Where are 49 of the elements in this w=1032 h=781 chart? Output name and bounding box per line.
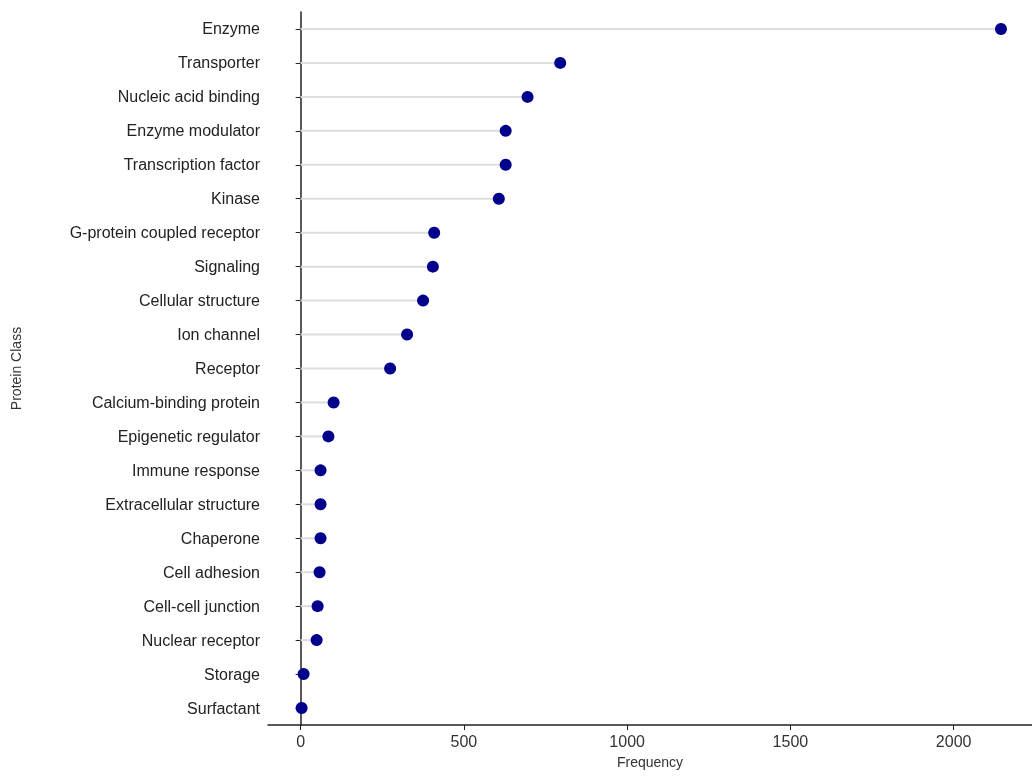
point	[499, 158, 512, 171]
y-tick-label: Immune response	[131, 461, 261, 479]
point	[314, 498, 327, 511]
y-tick-label: Transcription factor	[123, 156, 261, 174]
x-axis-title: Frequency	[616, 754, 684, 770]
y-tick-label: Kinase	[211, 190, 261, 208]
point	[499, 124, 512, 137]
point	[297, 668, 310, 681]
point	[995, 22, 1007, 35]
point	[384, 362, 397, 375]
point	[314, 464, 327, 477]
point	[521, 90, 534, 103]
point	[492, 192, 505, 205]
y-tick-label: Surfactant	[187, 699, 261, 717]
y-tick-label: Enzyme	[202, 20, 261, 38]
point	[417, 294, 430, 307]
point	[313, 566, 326, 579]
y-tick-label: Enzyme modulator	[126, 122, 261, 140]
y-tick-label: Ion channel	[177, 326, 260, 344]
point	[310, 634, 323, 647]
y-tick-label: Signaling	[194, 258, 260, 276]
x-tick-label: 1500	[772, 732, 809, 750]
y-tick-label: Epigenetic regulator	[117, 427, 261, 445]
point	[426, 260, 439, 273]
point	[401, 328, 414, 341]
x-tick-label: 0	[296, 732, 306, 750]
y-tick-label: Receptor	[195, 360, 261, 377]
y-tick-label: Transporter	[177, 54, 261, 72]
y-tick-label: Nucleic acid binding	[117, 88, 260, 106]
x-tick-label: 500	[450, 732, 478, 750]
x-tick-label: 2000	[935, 732, 972, 750]
point	[428, 226, 441, 239]
y-tick-label: Storage	[203, 665, 261, 683]
y-tick-label: Calcium-binding protein	[91, 393, 260, 411]
x-tick-label: 1000	[609, 732, 646, 750]
point	[554, 56, 567, 69]
y-tick-label: Chaperone	[180, 529, 261, 547]
y-tick-label: Extracellular structure	[105, 495, 261, 513]
y-axis-title: Protein Class	[8, 326, 24, 411]
y-tick-label: Cell adhesion	[163, 563, 260, 581]
point	[314, 532, 327, 545]
y-tick-label: Cellular structure	[139, 292, 261, 310]
point	[322, 430, 335, 443]
y-tick-label: G-protein coupled receptor	[69, 224, 261, 242]
point	[327, 396, 340, 409]
point	[311, 600, 324, 613]
point	[295, 702, 308, 715]
y-tick-label: Cell-cell junction	[143, 597, 260, 615]
y-tick-label: Nuclear receptor	[141, 631, 261, 649]
